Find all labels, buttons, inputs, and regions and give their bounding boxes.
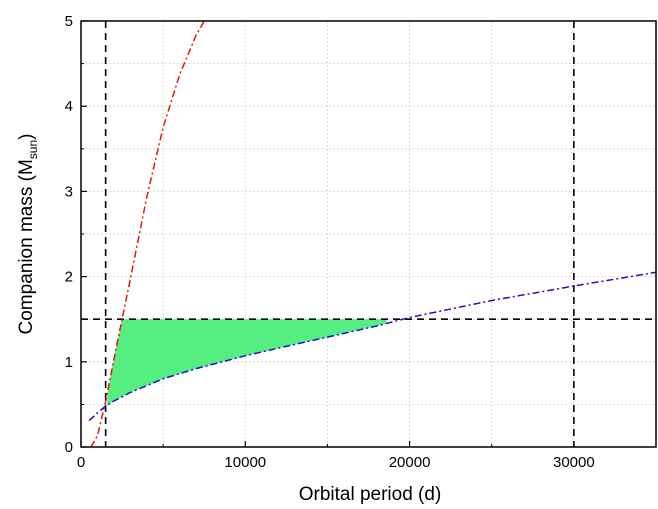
feasible-region xyxy=(107,319,387,406)
y-tick-label: 4 xyxy=(65,98,73,115)
reference-lines xyxy=(81,21,656,447)
y-tick-label: 1 xyxy=(65,354,73,371)
y-axis-title-subscript: sun xyxy=(26,140,40,159)
series-line-1 xyxy=(90,20,205,448)
y-tick-label: 3 xyxy=(65,183,73,200)
y-axis-title-close: ) xyxy=(16,134,37,140)
x-tick-label: 20000 xyxy=(389,454,431,471)
series-line-2 xyxy=(88,271,657,422)
x-tick-label: 10000 xyxy=(224,454,266,471)
y-axis-title-main: Companion mass (M xyxy=(16,159,37,334)
x-tick-label: 0 xyxy=(77,454,85,471)
grid xyxy=(81,21,656,447)
y-axis-title: Companion mass (Msun) xyxy=(16,134,40,335)
y-tick-label: 0 xyxy=(65,439,73,456)
ticks: 0 10000 20000 30000 0 1 2 3 4 5 xyxy=(65,13,595,471)
x-axis-title: Orbital period (d) xyxy=(299,484,442,505)
y-tick-label: 2 xyxy=(65,269,73,286)
y-tick-label: 5 xyxy=(65,13,73,30)
x-tick-label: 30000 xyxy=(553,454,595,471)
series-group xyxy=(88,20,657,448)
